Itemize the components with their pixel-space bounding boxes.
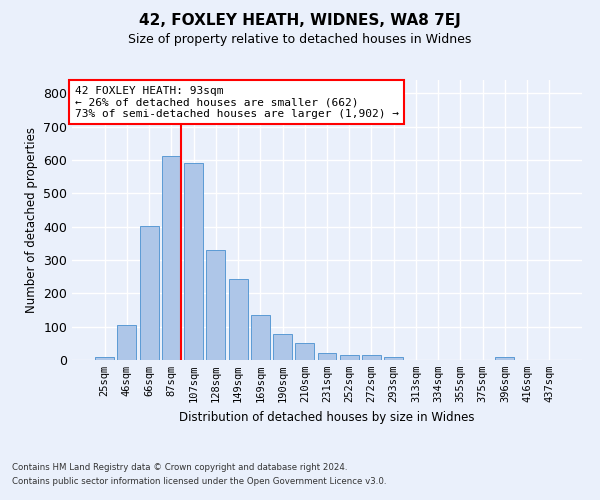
Text: Size of property relative to detached houses in Widnes: Size of property relative to detached ho… xyxy=(128,32,472,46)
Text: Contains public sector information licensed under the Open Government Licence v3: Contains public sector information licen… xyxy=(12,477,386,486)
Bar xyxy=(362,355,381,360)
Bar xyxy=(340,355,359,360)
Y-axis label: Number of detached properties: Number of detached properties xyxy=(25,127,38,313)
Bar xyxy=(384,358,403,360)
Bar xyxy=(95,358,114,360)
Bar xyxy=(251,316,270,360)
Bar xyxy=(118,324,136,360)
Bar xyxy=(184,163,203,360)
Bar xyxy=(162,156,181,360)
Bar xyxy=(317,352,337,360)
Text: Contains HM Land Registry data © Crown copyright and database right 2024.: Contains HM Land Registry data © Crown c… xyxy=(12,464,347,472)
X-axis label: Distribution of detached houses by size in Widnes: Distribution of detached houses by size … xyxy=(179,410,475,424)
Bar xyxy=(496,358,514,360)
Bar xyxy=(206,250,225,360)
Bar xyxy=(295,344,314,360)
Text: 42 FOXLEY HEATH: 93sqm
← 26% of detached houses are smaller (662)
73% of semi-de: 42 FOXLEY HEATH: 93sqm ← 26% of detached… xyxy=(74,86,398,119)
Bar xyxy=(273,334,292,360)
Bar xyxy=(140,226,158,360)
Text: 42, FOXLEY HEATH, WIDNES, WA8 7EJ: 42, FOXLEY HEATH, WIDNES, WA8 7EJ xyxy=(139,12,461,28)
Bar xyxy=(229,280,248,360)
